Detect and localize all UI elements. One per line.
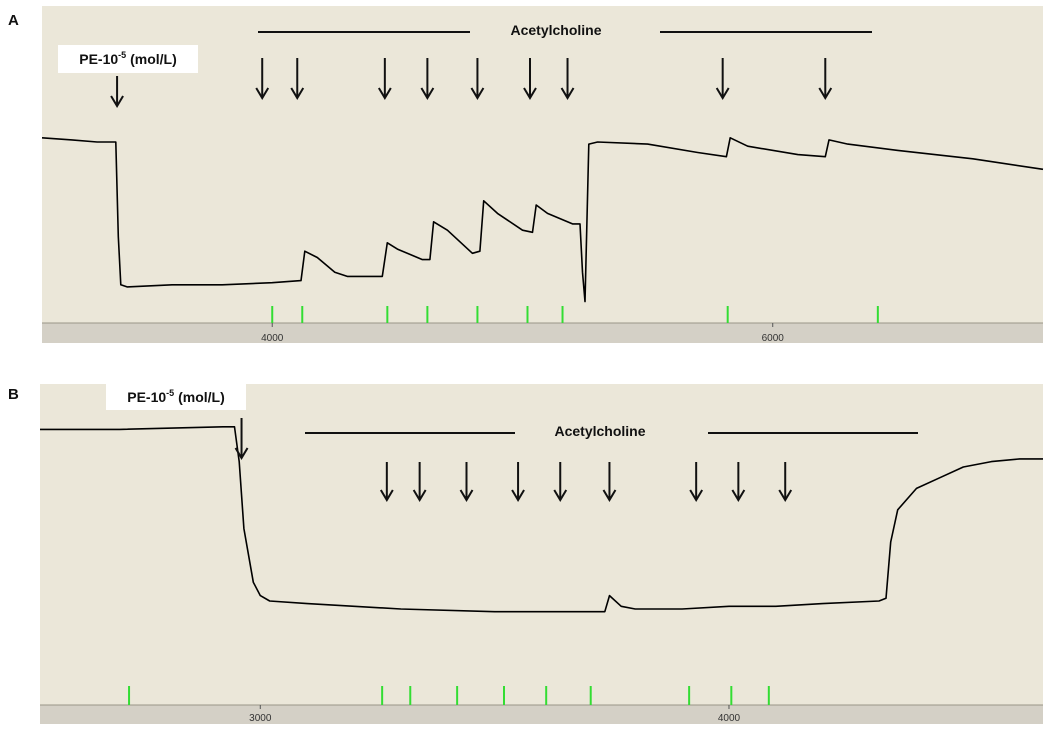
panel-a-agonist-exponent: -5	[118, 50, 126, 60]
panel-b-trace	[40, 426, 1043, 613]
panel-b-ach-arrow-4	[553, 462, 568, 502]
panel-b-chart: 3000 4000 Acetylcholine PE-10-5 (mol/L)	[40, 382, 1043, 724]
panel-b-ach-arrow-0-head	[379, 489, 394, 502]
panel-a-ticks: 4000 6000	[261, 323, 784, 344]
panel-a-ach-arrow-4	[470, 58, 485, 100]
panel-a-ach-arrow-1-head	[290, 87, 305, 100]
panel-a-ach-arrow-7-head	[715, 87, 730, 100]
panel-a-ach-arrow-4-head	[470, 87, 485, 100]
panel-b: B 3000 4000 Acetylcholine PE-10-5 (mol/L)	[0, 378, 1045, 724]
panel-a-ach-arrow-3	[420, 58, 435, 100]
panel-a-ach-arrow-0-head	[255, 87, 270, 100]
panel-a-ach-arrow-1	[290, 58, 305, 100]
panel-a-arrows	[110, 58, 833, 108]
panel-b-tick-label-0: 3000	[249, 713, 272, 724]
panel-b-ach-arrow-4-head	[553, 489, 568, 502]
panel-a-plot-background	[42, 6, 1043, 323]
panel-b-ach-arrow-8	[778, 462, 793, 502]
panel-b-ach-arrow-3-head	[511, 489, 525, 502]
panel-b-markers	[128, 686, 770, 705]
panel-b-ticks: 3000 4000	[249, 705, 741, 724]
panel-b-ach-arrow-7	[731, 462, 746, 502]
panel-b-agonist-label: PE-10-5 (mol/L)	[127, 388, 224, 405]
panel-b-ach-arrow-1	[412, 462, 427, 502]
panel-a-time-axis	[42, 323, 1043, 343]
panel-a-agonist-prefix: PE-10	[79, 51, 118, 67]
panel-a-ach-arrow-7	[715, 58, 730, 100]
panel-b-agonist-arrow	[234, 418, 249, 460]
panel-a-agonist-suffix: (mol/L)	[126, 51, 177, 67]
panel-b-ach-arrow-2	[459, 462, 474, 502]
panel-b-ach-arrow-0	[379, 462, 394, 502]
panel-b-ach-arrow-6	[689, 462, 704, 502]
panel-a-agonist-arrow-head	[110, 95, 124, 108]
panel-b-ach-arrow-3	[511, 462, 525, 502]
panel-a-drug-label: Acetylcholine	[510, 22, 601, 38]
panel-a-ach-arrow-2	[377, 58, 392, 100]
panel-b-plot-background	[40, 384, 1043, 711]
panel-b-agonist-label-box	[106, 382, 246, 410]
panel-b-ach-arrow-1-head	[412, 489, 427, 502]
panel-a-agonist-arrow	[110, 76, 124, 108]
panel-a-ach-arrow-6-head	[560, 87, 575, 100]
panel-a-ach-arrow-2-head	[377, 87, 392, 100]
panel-b-ach-arrow-8-head	[778, 489, 793, 502]
panel-a-ach-arrow-5	[523, 58, 537, 100]
panel-a-agonist-label-box	[58, 45, 198, 73]
panel-b-ach-arrow-5	[602, 462, 617, 502]
panel-b-ach-arrow-5-head	[602, 489, 617, 502]
panel-b-agonist-prefix: PE-10	[127, 389, 166, 405]
panel-a-ach-arrow-8-head	[818, 87, 833, 100]
panel-a-markers	[271, 306, 879, 323]
panel-b-ach-arrow-2-head	[459, 489, 474, 502]
panel-a-chart: 4000 6000 Acetylcholine PE-10-5 (mol/L)	[41, 6, 1044, 344]
panel-b-drug-label: Acetylcholine	[554, 423, 645, 439]
panel-a-ach-arrow-6	[560, 58, 575, 100]
panel-b-agonist-exponent: -5	[166, 388, 174, 398]
panel-b-arrows	[234, 418, 793, 502]
panel-a-ach-arrow-5-head	[523, 87, 537, 100]
panel-a-tick-label-1: 6000	[762, 333, 785, 344]
panel-a-trace	[41, 137, 1044, 303]
panel-b-agonist-arrow-head	[234, 447, 249, 460]
panel-a-ach-arrow-3-head	[420, 87, 435, 100]
panel-a-ach-arrow-0	[255, 58, 270, 100]
panel-a-tick-label-0: 4000	[261, 333, 284, 344]
panel-a-ach-arrow-8	[818, 58, 833, 100]
panel-a-agonist-label: PE-10-5 (mol/L)	[79, 50, 176, 67]
panel-a-letter: A	[8, 12, 19, 29]
panel-b-tick-label-1: 4000	[718, 713, 741, 724]
panel-b-time-axis	[40, 705, 1043, 724]
panel-b-letter: B	[8, 386, 19, 403]
panel-b-agonist-suffix: (mol/L)	[174, 389, 225, 405]
panel-b-ach-arrow-6-head	[689, 489, 704, 502]
panel-b-ach-arrow-7-head	[731, 489, 746, 502]
panel-a: A 4000 6000 Acetylcholine PE-10-5 (mol/L)	[0, 0, 1045, 350]
